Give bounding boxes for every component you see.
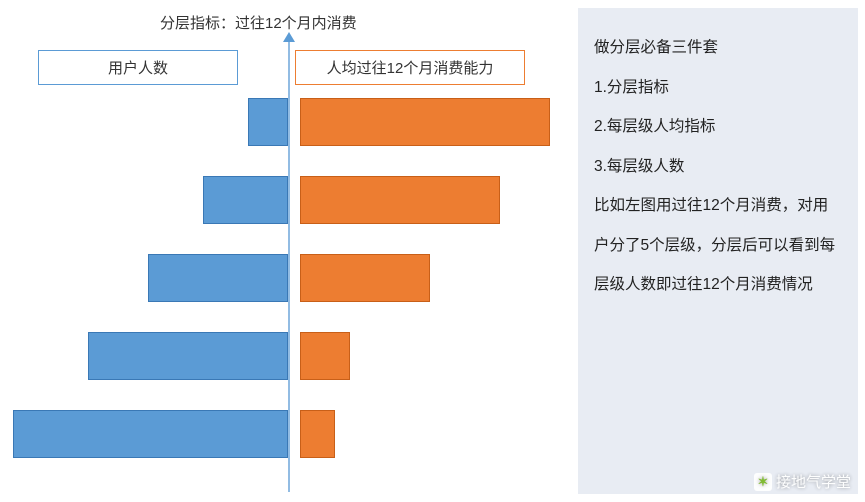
right-bar [300, 98, 550, 146]
bars-container [0, 98, 570, 488]
bar-row [0, 254, 570, 302]
right-series-header: 人均过往12个月消费能力 [295, 50, 525, 85]
bar-row [0, 98, 570, 146]
right-bar [300, 254, 430, 302]
watermark-text: 接地气学堂 [776, 471, 851, 492]
left-bar [203, 176, 288, 224]
bar-row [0, 176, 570, 224]
watermark: ✶ 接地气学堂 [754, 471, 851, 492]
left-bar [88, 332, 288, 380]
left-bar [13, 410, 288, 458]
panel-text: 做分层必备三件套 1.分层指标 2.每层级人均指标 3.每层级人数 比如左图用过… [594, 28, 842, 305]
right-bar [300, 332, 350, 380]
left-bar [248, 98, 288, 146]
left-series-header: 用户人数 [38, 50, 238, 85]
chart-area: 分层指标：过往12个月内消费 用户人数 人均过往12个月消费能力 [0, 0, 570, 502]
chart-title: 分层指标：过往12个月内消费 [160, 12, 357, 33]
right-bar [300, 410, 335, 458]
bar-row [0, 332, 570, 380]
side-panel: 做分层必备三件套 1.分层指标 2.每层级人均指标 3.每层级人数 比如左图用过… [578, 8, 858, 494]
right-bar [300, 176, 500, 224]
wechat-icon: ✶ [754, 473, 772, 491]
bar-row [0, 410, 570, 458]
left-bar [148, 254, 288, 302]
axis-arrow-icon [283, 32, 295, 42]
